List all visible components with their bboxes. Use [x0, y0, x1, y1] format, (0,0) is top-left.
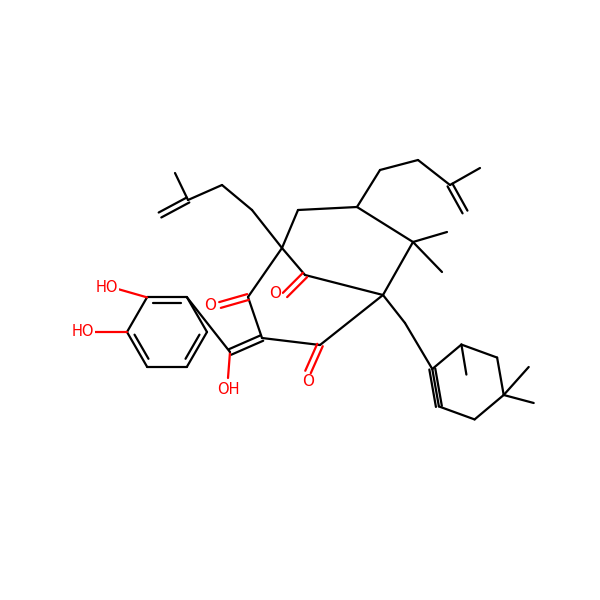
Text: O: O: [302, 374, 314, 389]
Text: HO: HO: [72, 323, 94, 338]
Text: O: O: [269, 286, 281, 301]
Text: HO: HO: [96, 280, 118, 295]
Text: O: O: [204, 298, 216, 313]
Text: OH: OH: [217, 382, 239, 397]
